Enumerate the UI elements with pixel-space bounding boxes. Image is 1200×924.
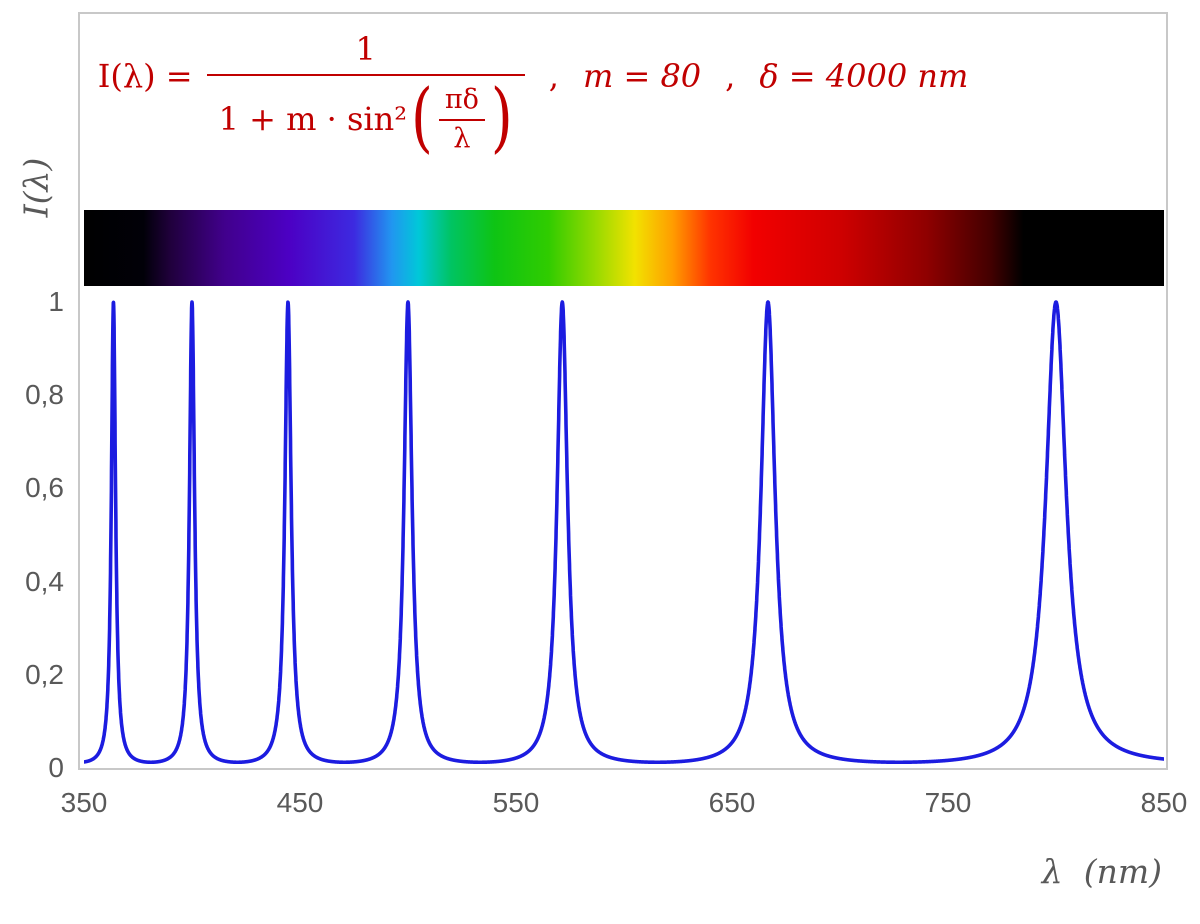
y-tick-label-0: 0 — [48, 752, 64, 783]
x-tick-label-550: 550 — [492, 787, 540, 818]
y-tick-label-0-4: 0,4 — [25, 566, 64, 597]
plot-area-frame: I(λ) = 1 1 + m · sin² ( πδ λ ) , m = 80 … — [78, 12, 1168, 770]
intensity-curve — [84, 300, 1164, 765]
formula-lhs: I(λ) = — [97, 57, 193, 95]
intensity-curve-svg — [84, 300, 1164, 765]
x-tick-label-750: 750 — [924, 787, 972, 818]
y-tick-label-0-6: 0,6 — [25, 472, 64, 503]
formula-fraction: 1 1 + m · sin² ( πδ λ ) — [206, 30, 525, 162]
formula-denominator: 1 + m · sin² ( πδ λ ) — [206, 74, 525, 162]
x-tick-label-450: 450 — [276, 787, 324, 818]
y-axis-title-text: I(λ) — [16, 157, 56, 217]
formula-annotation: I(λ) = 1 1 + m · sin² ( πδ λ ) , m = 80 … — [0, 30, 1076, 162]
x-tick-label-850: 850 — [1140, 787, 1188, 818]
spectrum-bar — [84, 210, 1164, 286]
x-tick-label-650: 650 — [708, 787, 756, 818]
y-tick-label-0-8: 0,8 — [25, 379, 64, 410]
x-tick-label-350: 350 — [60, 787, 108, 818]
x-axis-title: λ (nm) — [1041, 852, 1162, 891]
open-paren: ( — [411, 74, 433, 162]
formula-inner-fraction: πδ λ — [438, 84, 485, 154]
y-axis-title: I(λ) — [4, 126, 68, 248]
formula-m-value: m = 80 — [582, 57, 702, 95]
inner-fraction-numerator: πδ — [444, 84, 479, 115]
formula-comma-2: , — [725, 57, 736, 95]
formula-comma-1: , — [548, 57, 559, 95]
formula-denominator-prefix: 1 + m · sin² — [218, 100, 408, 138]
inner-fraction-denominator: λ — [438, 119, 485, 154]
y-tick-label-0-2: 0,2 — [25, 659, 64, 690]
y-tick-label-1: 1 — [48, 286, 64, 317]
formula-numerator: 1 — [355, 30, 376, 68]
close-paren: ) — [490, 74, 513, 162]
formula-delta-value: δ = 4000 nm — [759, 57, 969, 95]
